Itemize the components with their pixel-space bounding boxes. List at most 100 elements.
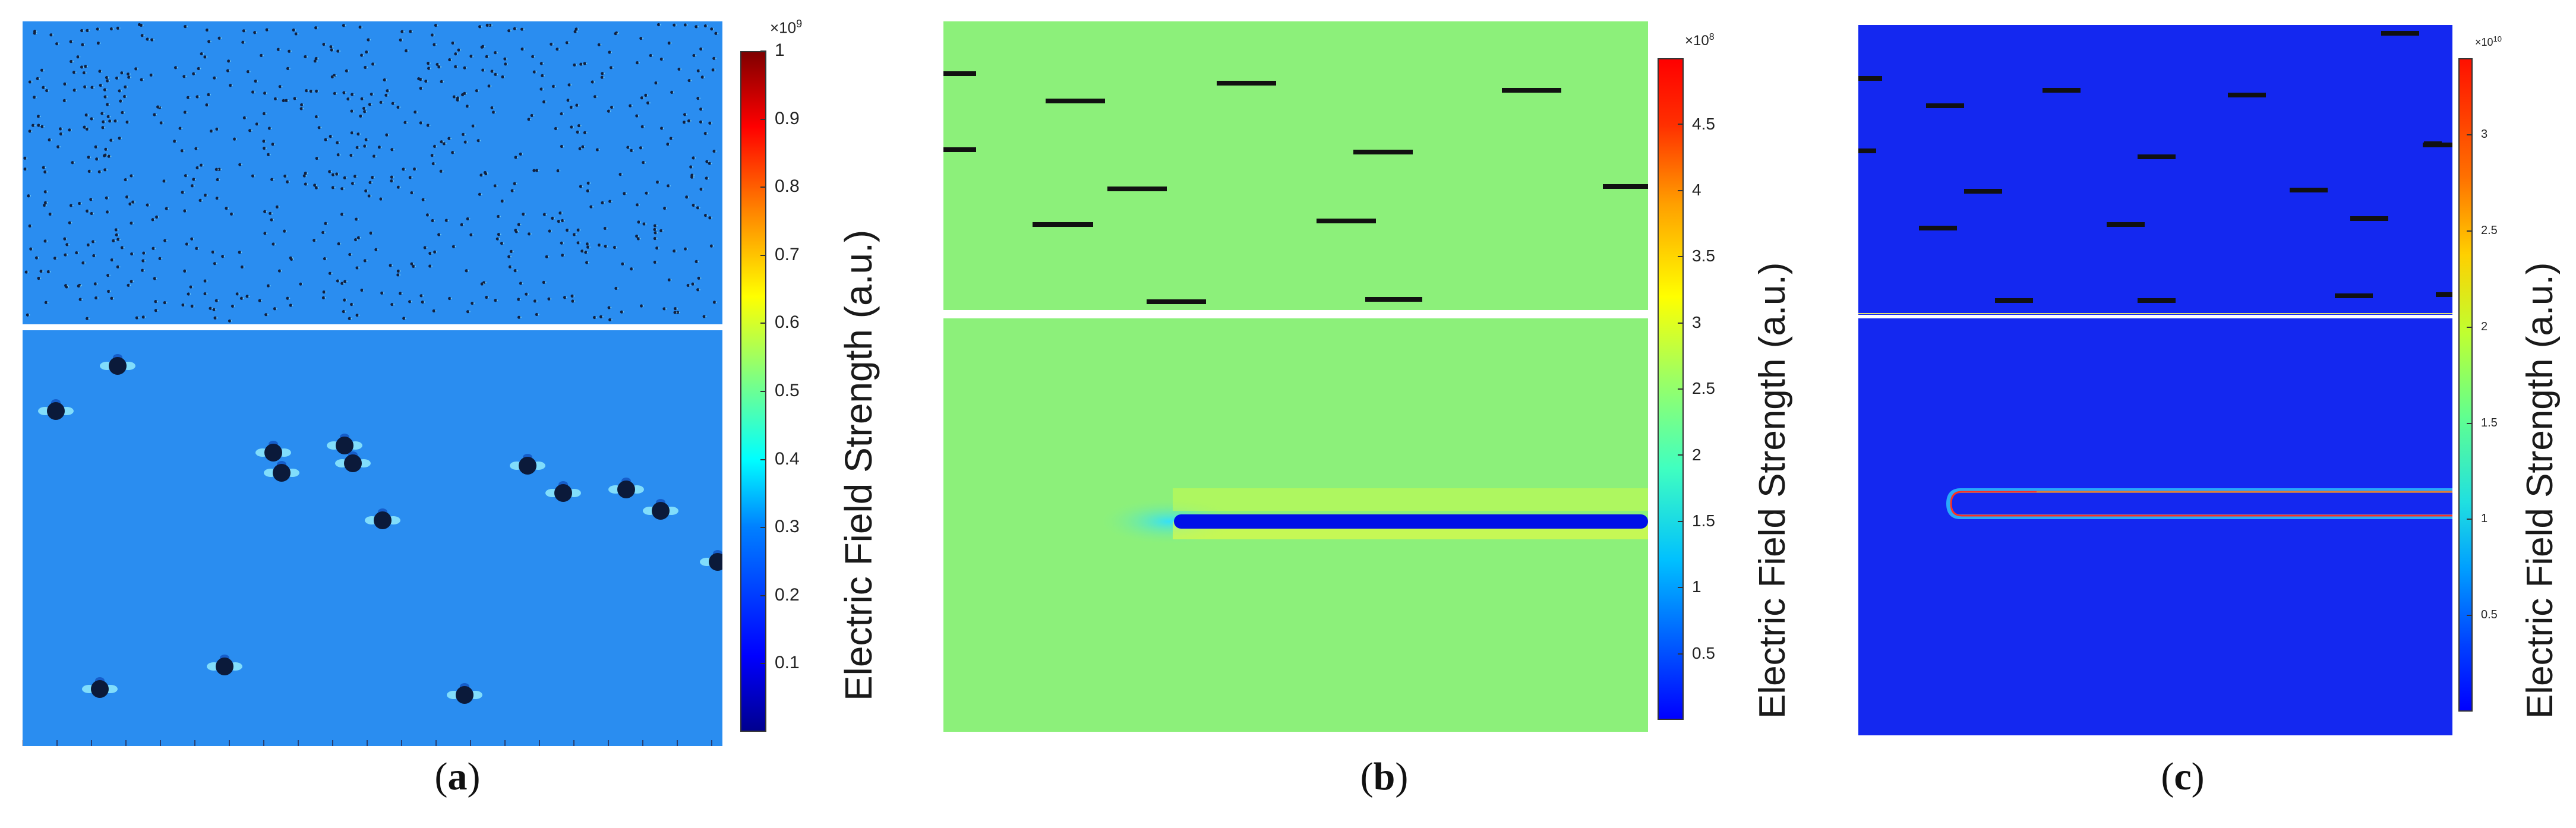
particle [141, 259, 145, 263]
particle [500, 199, 504, 203]
field-hotspot [488, 56, 490, 58]
field-hotspot [404, 168, 406, 170]
particle [448, 58, 452, 62]
particle [47, 402, 65, 420]
field-hotspot [217, 299, 219, 302]
field-hotspot [687, 196, 690, 198]
particle [98, 69, 102, 73]
field-hotspot [75, 71, 77, 73]
field-hotspot [467, 270, 469, 271]
particle [517, 315, 521, 319]
field-hotspot [206, 293, 208, 295]
particle [683, 121, 686, 124]
particle [333, 91, 337, 95]
field-hotspot [61, 128, 63, 130]
particle [385, 133, 389, 137]
particle [630, 267, 633, 271]
panel-a: ×109 1 0.9 0.8 0.7 0.6 0.5 0.4 0.3 0.2 0.1 Electr… [0, 0, 880, 828]
particle [217, 36, 221, 40]
particle [659, 229, 663, 233]
field-hotspot [46, 201, 48, 204]
particle [245, 295, 249, 298]
field-hotspot [39, 277, 42, 279]
field-hotspot [383, 292, 384, 294]
field-hotspot [233, 305, 235, 307]
particle [322, 290, 326, 294]
field-hotspot [536, 300, 538, 302]
particle [75, 251, 78, 255]
colorbar-tick-mark [1678, 587, 1684, 589]
particle [504, 62, 507, 66]
particle [165, 207, 168, 210]
particle [431, 162, 435, 166]
particle [465, 105, 469, 108]
field-hotspot [589, 246, 591, 248]
particle [105, 196, 109, 200]
field-hotspot [99, 42, 101, 44]
particle [348, 317, 351, 320]
field-hotspot [659, 24, 661, 26]
particle [466, 310, 470, 314]
field-hotspot [120, 90, 122, 92]
particle [322, 42, 326, 46]
field-hotspot [97, 297, 99, 299]
particle [520, 27, 524, 31]
field-hotspot [287, 100, 289, 102]
particle [452, 245, 456, 248]
particle [635, 235, 639, 238]
particle [560, 241, 563, 245]
particle [127, 75, 131, 79]
field-hotspot [482, 174, 484, 176]
particle [263, 232, 267, 235]
particle [254, 80, 257, 83]
particle [181, 303, 185, 307]
particle [481, 68, 485, 72]
field-hotspot [603, 76, 605, 78]
colorbar-tick-mark [760, 50, 766, 52]
particle [241, 40, 245, 44]
particle [586, 245, 590, 249]
filler [1046, 99, 1105, 103]
particle [146, 37, 149, 41]
particle [566, 99, 570, 102]
particle [708, 121, 712, 125]
particle [548, 229, 551, 233]
field-hotspot [498, 238, 500, 240]
particle [83, 85, 87, 89]
field-hotspot [450, 298, 452, 299]
panel-c-bottom-plot [1858, 318, 2452, 735]
particle [561, 254, 564, 257]
field-hotspot [332, 135, 333, 137]
colorbar-tick-label: 4 [1692, 181, 1701, 199]
field-hotspot [185, 75, 187, 77]
particle [205, 28, 209, 32]
field-hotspot [306, 56, 308, 58]
particle [670, 90, 674, 94]
field-hotspot [582, 185, 583, 188]
particle [276, 48, 280, 51]
field-hotspot [558, 170, 561, 172]
field-hotspot [523, 29, 525, 30]
field-hotspot [245, 30, 247, 31]
field-hotspot [416, 111, 418, 113]
particle [203, 55, 207, 59]
field-hotspot [125, 96, 127, 97]
field-hotspot [273, 143, 276, 146]
particle [663, 207, 667, 210]
field-hotspot [116, 120, 118, 122]
particle [542, 213, 547, 216]
field-hotspot [453, 151, 456, 153]
field-hotspot [365, 108, 367, 109]
field-hotspot [487, 296, 490, 298]
particle [110, 258, 113, 262]
field-hotspot [711, 162, 712, 165]
field-hotspot [603, 202, 605, 204]
field-hotspot [512, 251, 514, 252]
field-hotspot [194, 72, 196, 75]
particle [463, 66, 466, 69]
field-hotspot [637, 235, 639, 237]
field-hotspot [278, 206, 280, 208]
field-hotspot [510, 30, 512, 31]
particle [246, 70, 250, 74]
field-hotspot [445, 143, 447, 145]
